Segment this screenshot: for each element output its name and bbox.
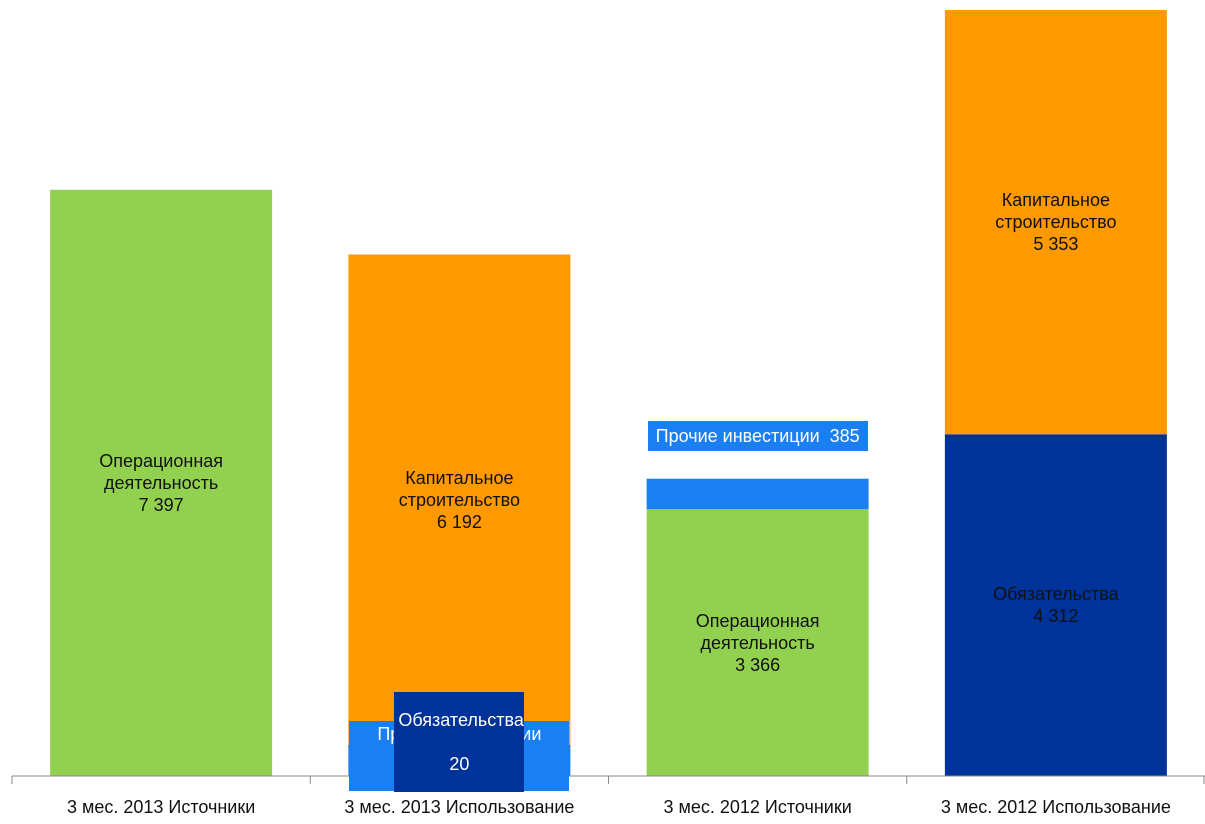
- x-tick-label: 3 мес. 2013 Источники: [67, 797, 255, 817]
- bar-segment: [348, 254, 571, 746]
- bar-segment: [646, 478, 869, 510]
- data-label-value: 6 192: [436, 511, 482, 532]
- data-label: Обязательства 20: [394, 692, 525, 793]
- data-label-name: Капитальное строительство: [995, 190, 1117, 233]
- data-label: Прочие инвестиции 385: [647, 420, 868, 451]
- bar-segment: [646, 509, 869, 776]
- data-label-name: Обязательства: [398, 710, 524, 731]
- bar-segment: [944, 434, 1167, 776]
- bar-segment: [944, 10, 1167, 435]
- data-label-value: 3 366: [735, 654, 781, 675]
- data-label: Обязательства 4 312: [966, 583, 1146, 627]
- x-tick-label: 3 мес. 2012 Источники: [663, 797, 851, 817]
- data-label: Капитальное строительство 5 353: [966, 189, 1146, 255]
- x-tick-label: 3 мес. 2013 Использование: [344, 797, 574, 817]
- data-label-name: Операционная деятельность: [99, 450, 224, 493]
- data-label: Операционная деятельность 3 366: [668, 610, 848, 676]
- data-label-name: Капитальное строительство: [398, 467, 521, 510]
- data-label: Операционная деятельность 7 397: [71, 450, 251, 516]
- data-label: Капитальное строительство 6 192: [369, 467, 549, 533]
- data-label-name: Обязательства: [993, 584, 1119, 605]
- bar-segment: [50, 189, 273, 777]
- data-label-value: 7 397: [138, 494, 184, 515]
- data-label-value: 4 312: [1033, 606, 1079, 627]
- data-label-name: Операционная деятельность: [695, 610, 820, 653]
- data-label-value: 20: [449, 754, 470, 775]
- data-label-value: 385: [829, 425, 860, 446]
- data-label-value: 5 353: [1033, 234, 1079, 255]
- x-tick-label: 3 мес. 2012 Использование: [941, 797, 1171, 817]
- data-label-name: Прочие инвестиции: [655, 425, 820, 446]
